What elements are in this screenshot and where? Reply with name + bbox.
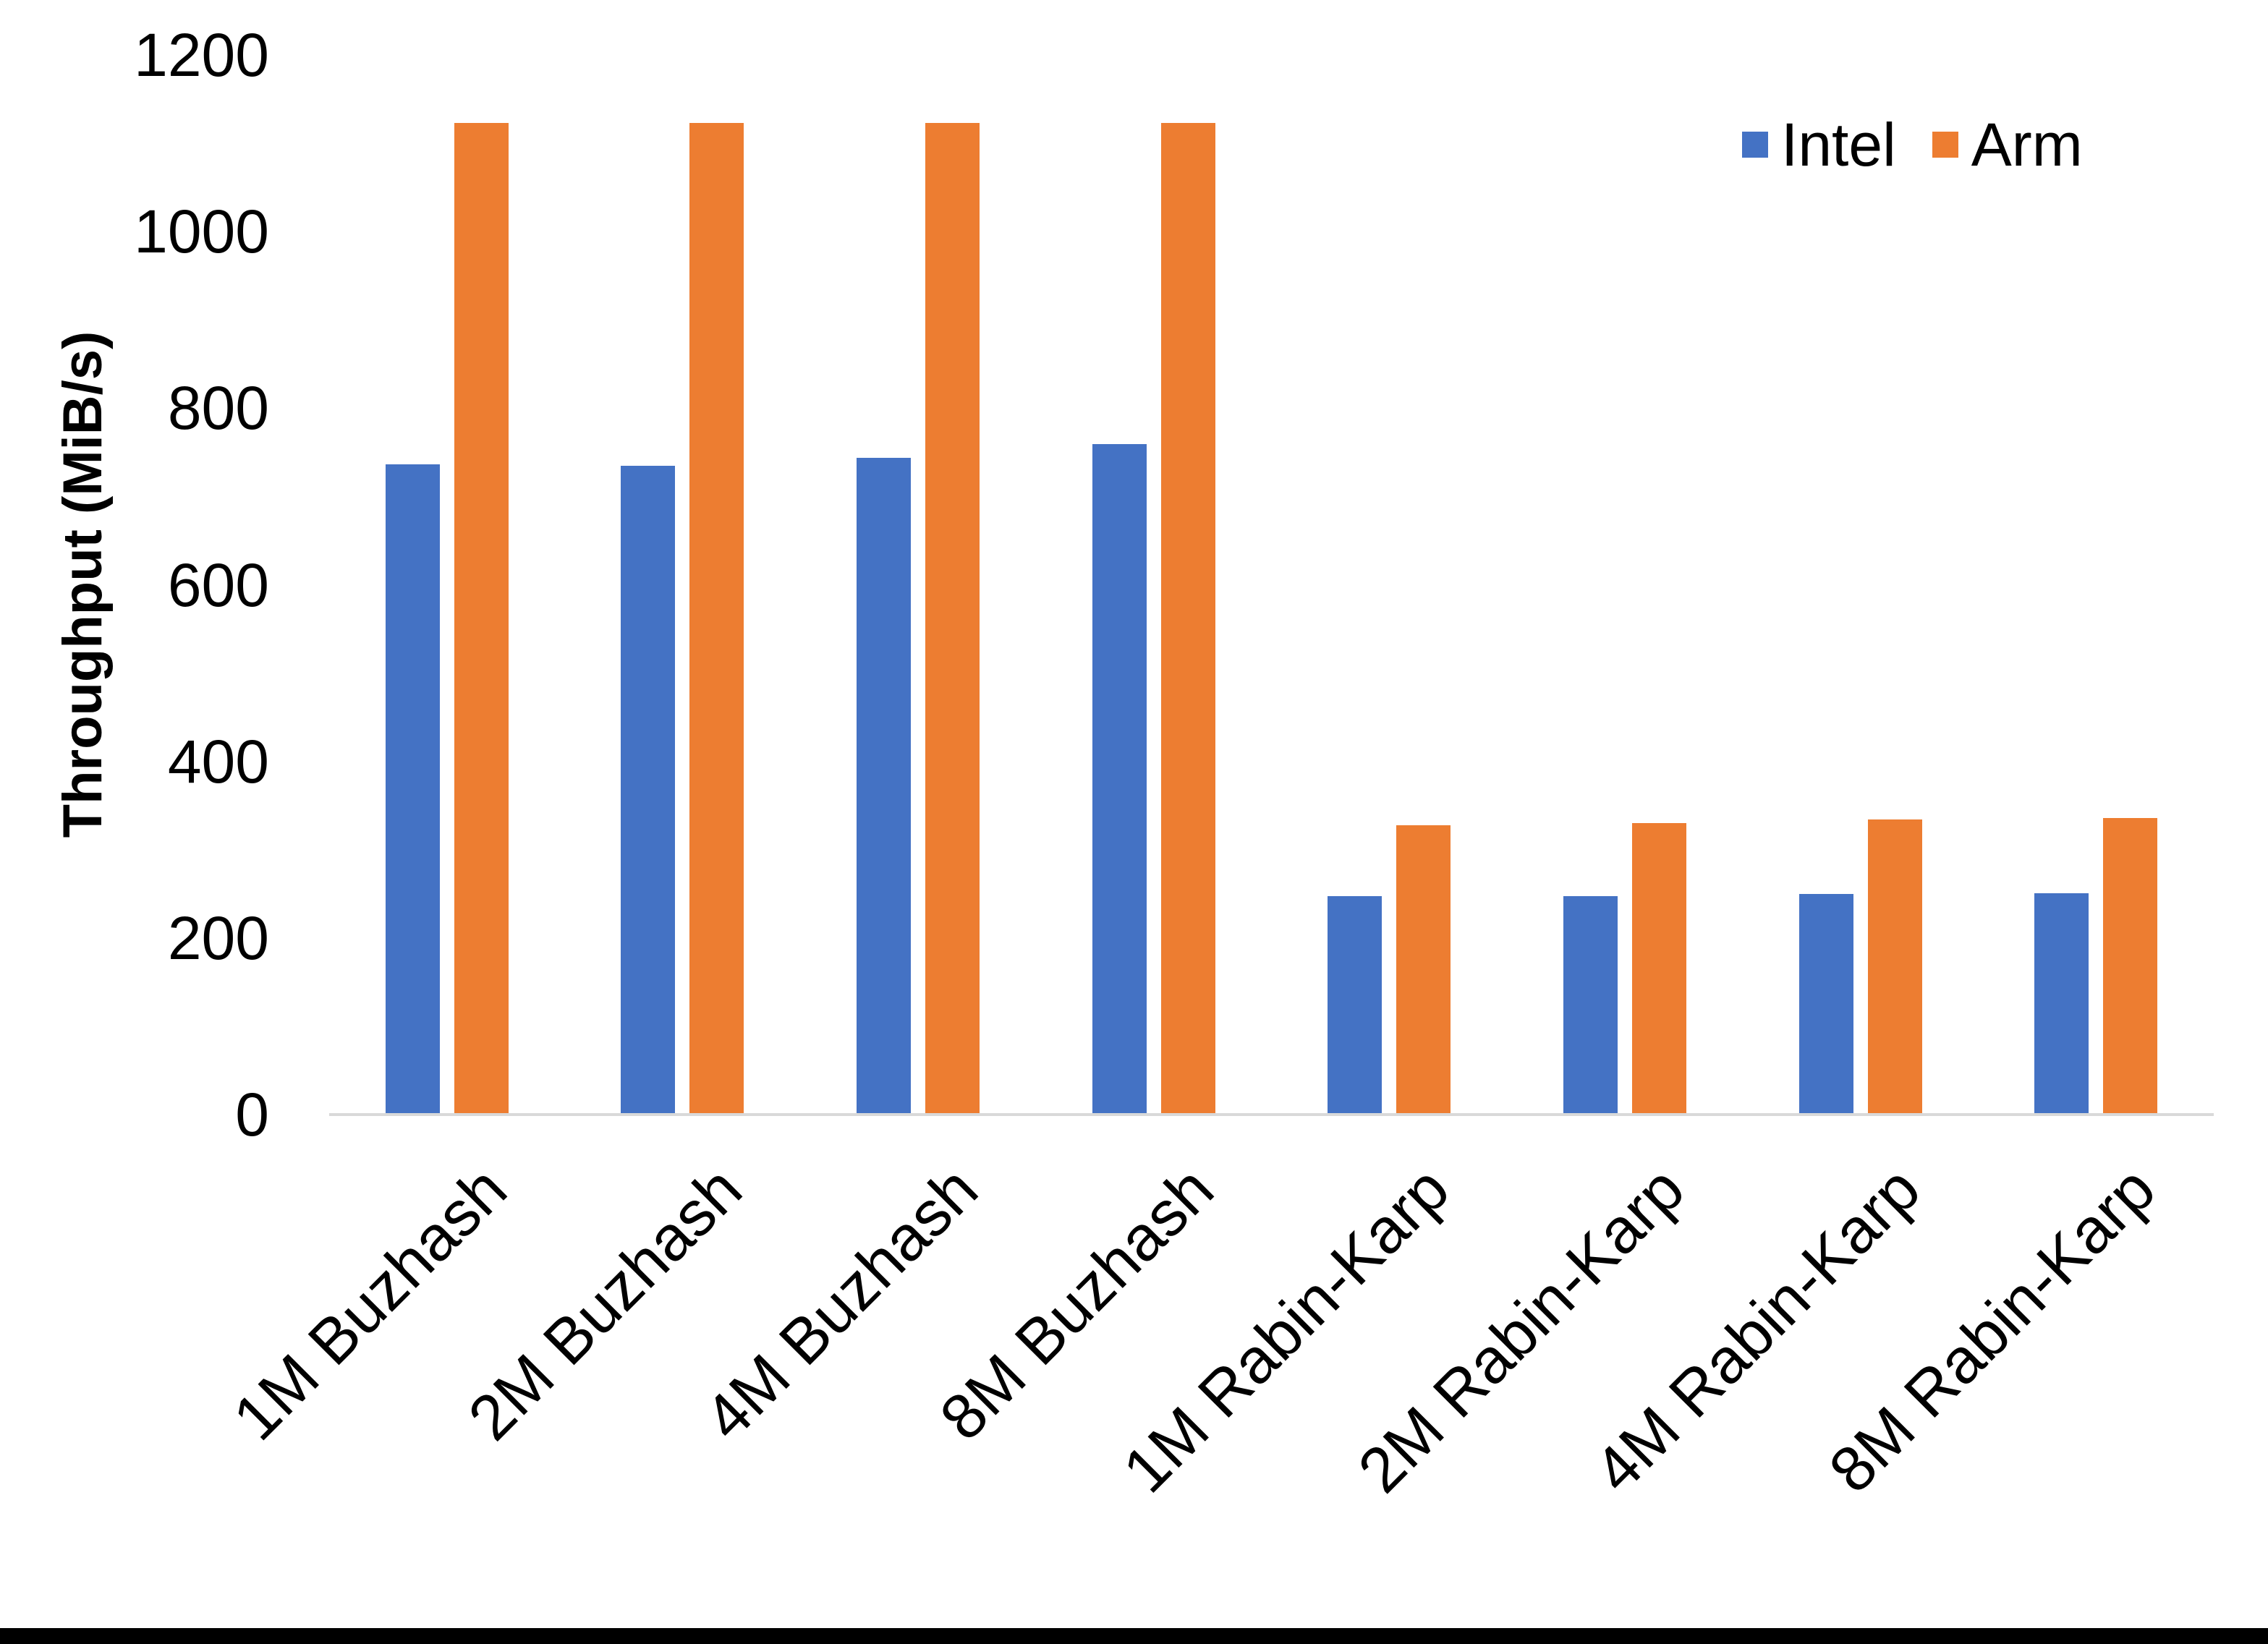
y-axis-tick-label: 400 [167,727,269,796]
bar-intel-8m-buzhash [1092,444,1147,1115]
y-axis-tick-label: 800 [167,374,269,443]
bar-arm-1m-rabin-karp [1396,825,1451,1115]
legend-item-arm: Arm [1932,114,2083,175]
legend-label-intel: Intel [1781,111,1896,179]
bar-arm-8m-rabin-karp [2103,817,2158,1115]
y-axis-tick-label: 0 [235,1081,269,1149]
bar-intel-2m-buzhash [621,465,676,1115]
bar-arm-2m-buzhash [689,123,744,1115]
plot-area [329,55,2214,1115]
bottom-border [0,1628,2268,1644]
y-axis-tick-label: 1000 [134,197,269,266]
bar-intel-2m-rabin-karp [1563,896,1618,1115]
legend: Intel Arm [1742,114,2083,175]
x-axis-line [329,1113,2214,1116]
bar-intel-1m-rabin-karp [1328,896,1383,1115]
bar-intel-8m-rabin-karp [2034,893,2089,1115]
y-axis-tick-label: 600 [167,550,269,619]
intel-series-swatch [1742,132,1768,158]
bar-arm-8m-buzhash [1160,123,1215,1115]
bar-intel-4m-buzhash [857,457,912,1115]
bar-arm-2m-rabin-karp [1631,823,1686,1115]
bar-arm-4m-buzhash [925,123,980,1115]
y-axis-tick-label: 200 [167,903,269,972]
y-axis-tick-label: 1200 [134,21,269,89]
bar-intel-1m-buzhash [385,464,440,1115]
bar-intel-4m-rabin-karp [1798,893,1853,1115]
bar-arm-1m-buzhash [454,123,509,1115]
bar-arm-4m-rabin-karp [1867,819,1922,1115]
legend-label-arm: Arm [1971,111,2083,179]
legend-item-intel: Intel [1742,114,1896,175]
arm-series-swatch [1932,132,1958,158]
